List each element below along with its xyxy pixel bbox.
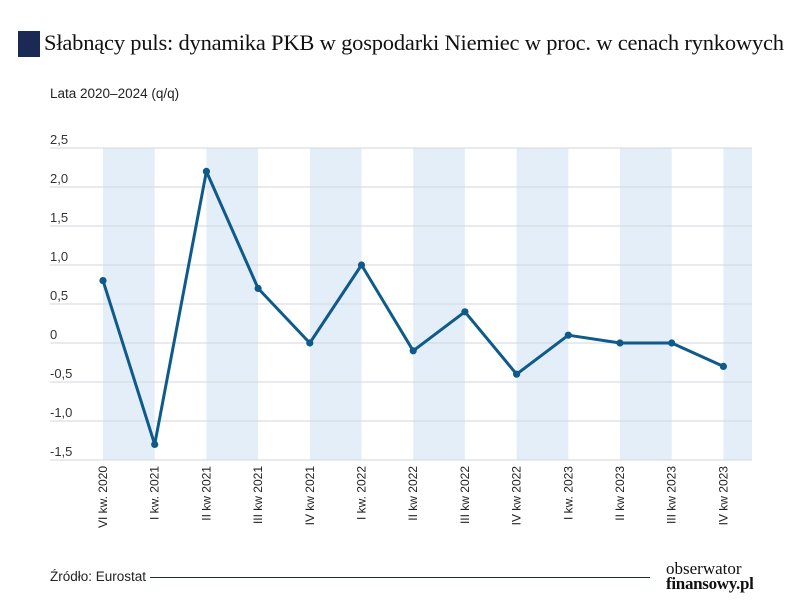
data-point [254,284,262,292]
data-point [513,370,521,378]
x-tick-label: IV kw 2021 [303,466,317,526]
footer-divider [150,577,650,578]
x-tick-label: III kw 2022 [458,466,472,524]
x-tick-label: III kw 2023 [665,466,679,524]
chart-subtitle: Lata 2020–2024 (q/q) [50,86,180,101]
data-point [719,362,728,370]
x-axis-ticks: VI kw. 2020 I kw. 2021 II kw 2021 III kw 20… [96,466,730,528]
chart-title: Słabnący puls: dynamika PKB w gospodarki… [44,30,784,55]
logo-line-1: obserwator [666,559,742,578]
data-point [306,339,314,347]
x-tick-label: I kw. 2023 [561,466,575,520]
data-point [409,347,417,355]
title-accent-block [18,31,40,57]
y-tick-label: -1,0 [50,405,72,420]
y-tick-label: 0 [50,327,57,342]
x-tick-label: II kw 2021 [199,466,213,521]
y-axis-ticks: 2,5 2,0 1,5 1,0 0,5 0 -0,5 -1,0 -1,5 [50,132,72,459]
data-point [357,261,366,269]
source-note: Źródło: Eurostat [50,569,147,584]
y-tick-label: 1,5 [50,210,68,225]
brand-logo: obserwator finansowy.pl [666,559,754,593]
x-tick-label: IV kw 2022 [510,466,524,526]
y-tick-label: -1,5 [50,444,72,459]
y-tick-label: 0,5 [50,288,68,303]
data-point [616,339,624,347]
y-tick-label: 2,0 [50,171,68,186]
data-point [461,308,469,316]
data-point [668,339,676,347]
data-point [202,167,210,175]
y-tick-label: 2,5 [50,132,68,147]
series-line-group [99,167,728,448]
x-tick-label: VI kw. 2020 [96,466,110,528]
x-tick-label: I kw. 2022 [355,466,369,520]
y-tick-label: -0,5 [50,366,72,381]
x-tick-label: II kw 2022 [406,466,420,521]
logo-line-2: finansowy.pl [666,574,754,593]
x-tick-label: III kw 2021 [251,466,265,524]
x-tick-label: II kw 2023 [613,466,627,521]
x-tick-label: I kw. 2021 [148,466,162,520]
x-tick-label: IV kw 2023 [716,466,730,526]
y-tick-label: 1,0 [50,249,68,264]
data-point [151,440,159,448]
data-point [564,331,572,339]
data-point [99,277,107,285]
